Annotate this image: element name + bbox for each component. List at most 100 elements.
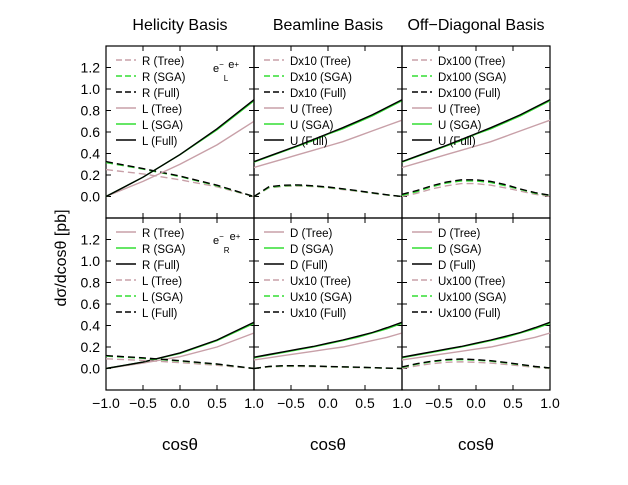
series-line: [105, 321, 255, 370]
legend-label: D (SGA): [438, 244, 482, 256]
panel-title: Off−Diagonal Basis: [407, 17, 544, 34]
series-line: [401, 358, 551, 369]
y-tick-label: 0.6: [81, 124, 101, 140]
panel-bottom-middle: −0.5 0.0 0.5 1.0 D (Tree) D (SGA) D (Full) Ux10…: [253, 217, 412, 411]
legend-label: R (Tree): [142, 228, 185, 240]
legend-label: D (Full): [290, 260, 328, 272]
x-tick-label: 0.0: [466, 395, 486, 411]
panel-top-middle: Beamline Basis Dx10 (Tree) Dx10 (SGA) Dx10 …: [253, 17, 403, 219]
y-tick-label: 0.6: [81, 296, 101, 312]
legend-label: L (SGA): [142, 292, 183, 304]
legend-label: L (Tree): [142, 276, 182, 288]
legend-label: Ux10 (Full): [290, 308, 346, 320]
legend-label: Dx100 (Tree): [438, 56, 505, 68]
x-tick-label: −1.0: [92, 395, 120, 411]
legend-label: L (Tree): [142, 104, 182, 116]
series-line: [105, 332, 255, 370]
x-tick-label: 0.5: [207, 395, 227, 411]
y-tick-label: 0.8: [81, 275, 101, 291]
legend-label: U (Full): [438, 136, 476, 148]
x-tick-label: 0.0: [170, 395, 190, 411]
legend-label: R (SGA): [142, 72, 186, 84]
legend-label: L (Full): [142, 308, 178, 320]
legend-label: Dx10 (SGA): [290, 72, 352, 84]
series-line: [253, 184, 403, 198]
series-line: [253, 119, 403, 169]
legend-label: R (Full): [142, 88, 180, 100]
legend-label: Dx10 (Full): [290, 88, 346, 100]
y-axis-label: dσ/dcosθ [pb]: [53, 209, 70, 306]
legend-label: R (Tree): [142, 56, 185, 68]
series-line: [105, 168, 255, 198]
y-tick-label: 0.2: [81, 339, 101, 355]
series-line: [401, 179, 551, 196]
series-line: [401, 332, 551, 361]
legend-label: R (SGA): [142, 244, 186, 256]
legend-label: U (Tree): [438, 104, 481, 116]
series-line: [253, 99, 403, 163]
series-line: [401, 119, 551, 169]
panel-bottom-right: −0.5 0.0 0.5 1.0 D (Tree) D (SGA) D (Full) Ux10…: [401, 217, 560, 411]
series-line: [401, 321, 551, 358]
y-tick-label: 0.4: [81, 318, 101, 334]
x-tick-label: 1.0: [244, 395, 264, 411]
legend-label: Dx100 (SGA): [438, 72, 507, 84]
series-line: [105, 99, 255, 198]
x-tick-label: −0.5: [129, 395, 157, 411]
series-line: [105, 161, 255, 198]
beam-annotation: e−Le+: [213, 59, 239, 83]
y-tick-label: 0.8: [81, 103, 101, 119]
panels-layer: 0.0 0.2 0.4 0.6 0.8 1.0 1.2 Helicity Basis R (Tr…: [81, 17, 560, 411]
legend-label: U (Full): [290, 136, 328, 148]
series-line: [401, 361, 551, 370]
legend-label: D (Tree): [438, 228, 481, 240]
series-line: [253, 321, 403, 358]
legend-label: L (Full): [142, 136, 178, 148]
series-line: [105, 358, 255, 370]
x-tick-label: −0.5: [425, 395, 453, 411]
panel-top-right: Off−Diagonal Basis Dx100 (Tree) Dx100 (SGA…: [401, 17, 551, 219]
legend-label: Ux10 (Tree): [290, 276, 351, 288]
legend-label: U (SGA): [438, 120, 482, 132]
series-line: [105, 354, 255, 370]
x-tick-label: 0.0: [318, 395, 338, 411]
series-line: [105, 160, 255, 198]
panel-top-left: 0.0 0.2 0.4 0.6 0.8 1.0 1.2 Helicity Basis R (Tr…: [81, 17, 255, 219]
legend-label: Ux100 (Tree): [438, 276, 505, 288]
x-tick-label: −0.5: [277, 395, 305, 411]
y-tick-label: 1.2: [81, 232, 101, 248]
legend-label: Ux100 (Full): [438, 308, 501, 320]
panel-bottom-left: 0.0 0.2 0.4 0.6 0.8 1.0 1.2 −1.0 −0.5 0.0 0.5 1.0 R …: [81, 217, 264, 411]
legend-label: Ux100 (SGA): [438, 292, 507, 304]
legend-label: R (Full): [142, 260, 180, 272]
x-axis-label-middle: cosθ: [310, 435, 346, 454]
series-line: [253, 365, 403, 370]
y-tick-label: 1.0: [81, 81, 101, 97]
y-tick-label: 0.0: [81, 189, 101, 205]
series-line: [105, 322, 255, 370]
x-tick-label: 0.5: [355, 395, 375, 411]
legend-label: Ux10 (SGA): [290, 292, 352, 304]
series-line: [401, 182, 551, 198]
panel-title: Beamline Basis: [273, 17, 383, 34]
legend-label: D (Tree): [290, 228, 333, 240]
x-axis-label-left: cosθ: [162, 435, 198, 454]
legend-label: Dx10 (Tree): [290, 56, 351, 68]
legend-label: D (SGA): [290, 244, 334, 256]
legend-label: U (Tree): [290, 104, 333, 116]
legend-label: L (SGA): [142, 120, 183, 132]
x-tick-label: 1.0: [540, 395, 560, 411]
y-tick-label: 0.4: [81, 146, 101, 162]
x-tick-label: 1.0: [392, 395, 412, 411]
beam-annotation: e−Re+: [213, 231, 241, 255]
legend-label: U (SGA): [290, 120, 334, 132]
y-tick-label: 0.2: [81, 167, 101, 183]
x-tick-label: 0.5: [503, 395, 523, 411]
series-line: [253, 332, 403, 361]
panel-title: Helicity Basis: [132, 17, 227, 34]
legend-label: Dx100 (Full): [438, 88, 501, 100]
x-axis-label-right: cosθ: [458, 435, 494, 454]
y-tick-label: 1.0: [81, 253, 101, 269]
y-tick-label: 0.0: [81, 361, 101, 377]
